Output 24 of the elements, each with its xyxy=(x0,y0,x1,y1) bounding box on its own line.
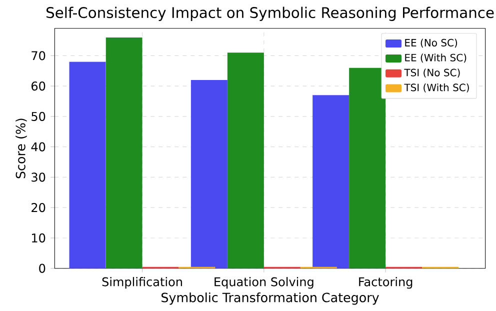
y-tick-label: 30 xyxy=(32,172,46,182)
bar xyxy=(227,52,264,268)
x-tick-label: Simplification xyxy=(102,277,182,289)
legend-label: TSI (No SC) xyxy=(404,68,460,78)
bar xyxy=(190,80,228,268)
chart-title: Self-Consistency Impact on Symbolic Reasoning Performance xyxy=(46,6,494,21)
y-tick-label: 10 xyxy=(32,233,46,242)
y-tick-label: 0 xyxy=(39,264,46,273)
bar xyxy=(312,95,350,268)
legend-label: EE (With SC) xyxy=(405,54,466,63)
legend-label: TSI (With SC) xyxy=(404,84,469,92)
bar xyxy=(69,62,106,268)
legend-label: EE (No SC) xyxy=(405,38,458,48)
y-tick-label: 50 xyxy=(32,112,46,121)
bar xyxy=(349,68,386,268)
x-tick-label: Factoring xyxy=(359,277,412,289)
y-tick-label: 40 xyxy=(31,142,46,152)
y-tick-label: 60 xyxy=(32,82,46,91)
bar xyxy=(106,37,142,268)
x-axis-title: Symbolic Transformation Category xyxy=(162,292,379,305)
y-axis-title: Score (%) xyxy=(16,118,27,178)
x-tick-label: Equation Solving xyxy=(214,277,314,289)
y-tick-label: 70 xyxy=(32,51,46,60)
y-tick-label: 20 xyxy=(32,203,46,212)
